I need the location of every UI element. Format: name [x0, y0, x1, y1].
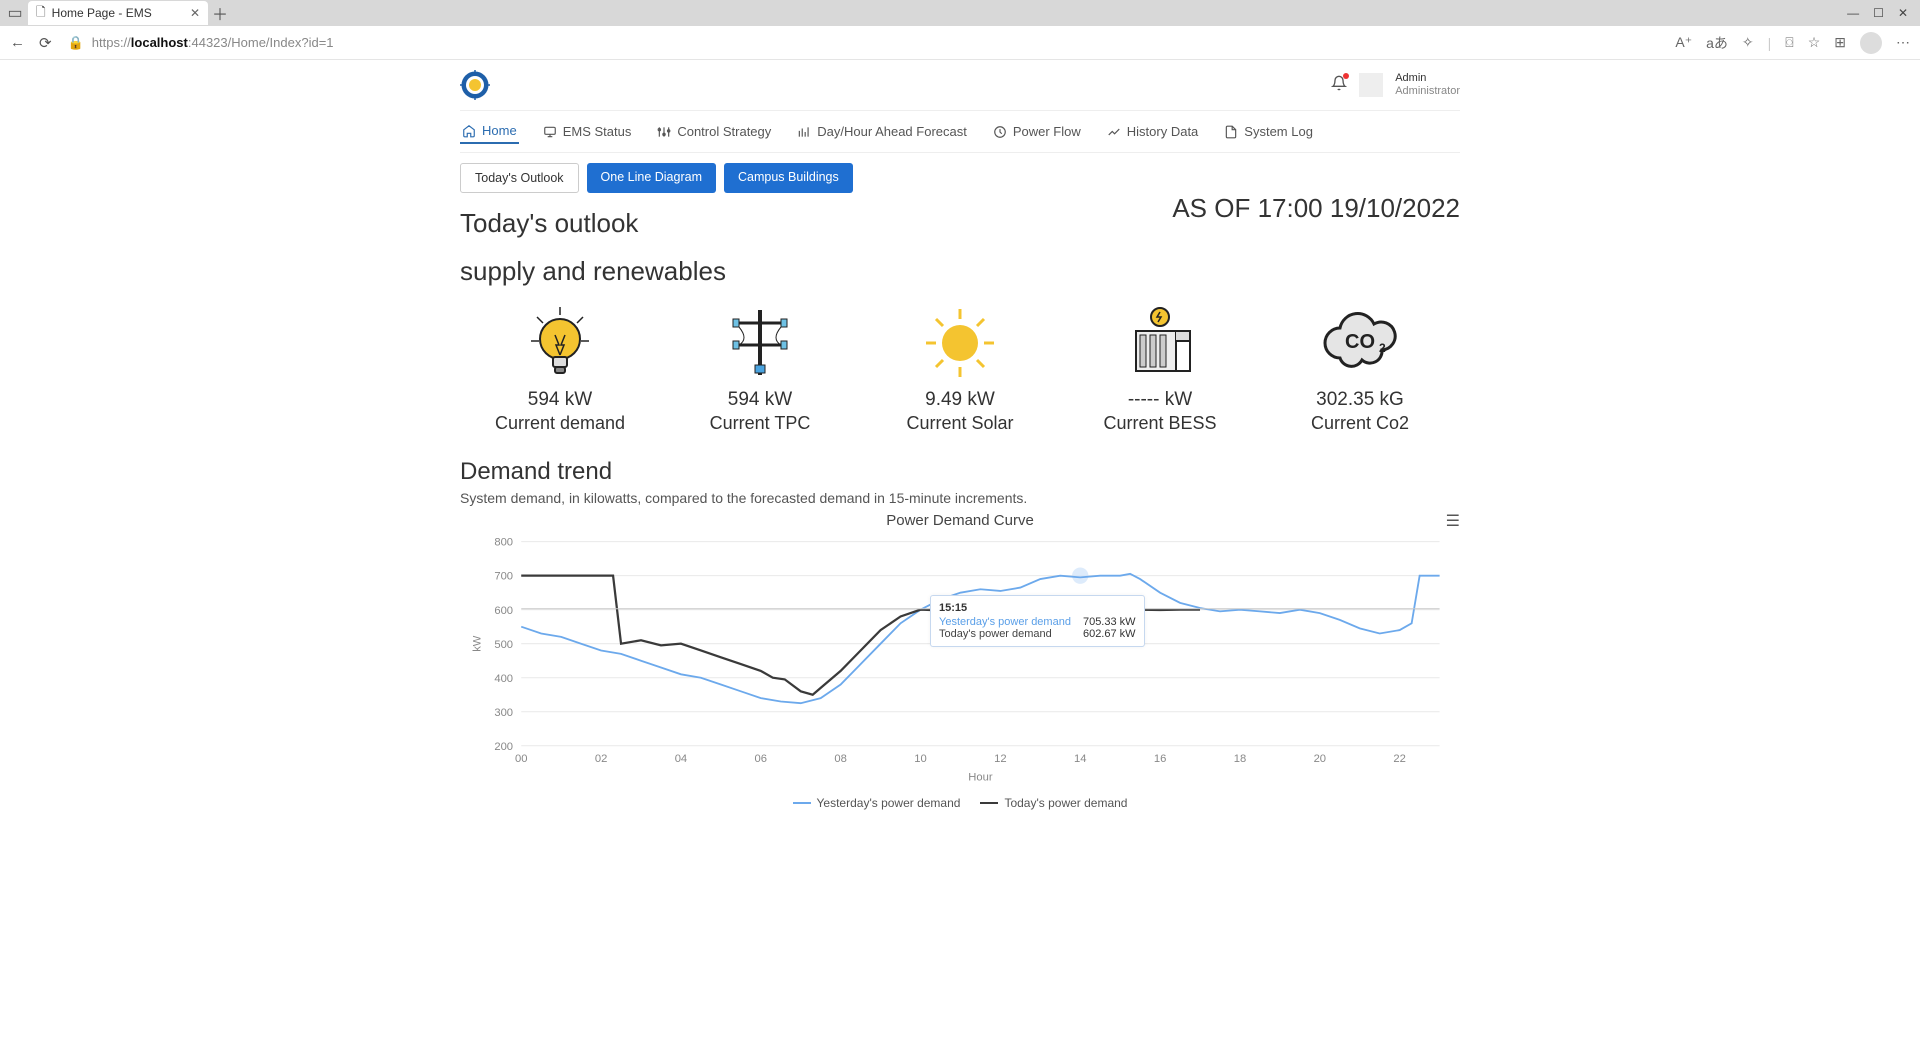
- svg-text:14: 14: [1074, 753, 1086, 765]
- chart-title: Power Demand Curve: [460, 512, 1460, 529]
- nav-power-flow[interactable]: Power Flow: [991, 119, 1083, 144]
- co2-icon: CO 2: [1270, 303, 1450, 383]
- pill-one-line-diagram[interactable]: One Line Diagram: [587, 163, 716, 193]
- svg-text:600: 600: [494, 604, 513, 616]
- home-icon: [462, 124, 476, 138]
- new-tab-button[interactable]: ＋: [208, 1, 232, 25]
- sun-icon: [870, 303, 1050, 383]
- tab-title: Home Page - EMS: [52, 6, 152, 20]
- page-icon: 🗋: [36, 3, 46, 24]
- tab-close-icon[interactable]: ✕: [190, 6, 200, 20]
- svg-text:04: 04: [675, 753, 687, 765]
- lock-icon: 🔒: [68, 35, 84, 51]
- svg-text:06: 06: [755, 753, 767, 765]
- window-maximize-icon[interactable]: ☐: [1873, 6, 1884, 20]
- pill-campus-buildings[interactable]: Campus Buildings: [724, 163, 853, 193]
- svg-text:CO: CO: [1345, 331, 1375, 353]
- user-info: Admin Administrator: [1395, 72, 1460, 98]
- notifications-icon[interactable]: [1331, 75, 1347, 96]
- svg-text:2: 2: [1379, 341, 1386, 355]
- favorites-icon[interactable]: ☆: [1808, 34, 1821, 51]
- flow-icon: [993, 125, 1007, 139]
- pill-today-s-outlook[interactable]: Today's Outlook: [460, 163, 579, 193]
- chart-menu-icon[interactable]: ☰: [1446, 511, 1460, 531]
- nav-home[interactable]: Home: [460, 119, 519, 144]
- nav-day-hour-ahead-forecast[interactable]: Day/Hour Ahead Forecast: [795, 119, 969, 144]
- svg-text:700: 700: [494, 570, 513, 582]
- demand-trend-subtitle: System demand, in kilowatts, compared to…: [460, 490, 1460, 506]
- battery-icon: [1070, 303, 1250, 383]
- window-close-icon[interactable]: ✕: [1898, 6, 1908, 20]
- svg-text:800: 800: [494, 536, 513, 548]
- tab-overview-icon[interactable]: ▭: [6, 4, 24, 22]
- metric-current-bess: ----- kWCurrent BESS: [1070, 303, 1250, 434]
- reader-icon[interactable]: ✧: [1742, 34, 1754, 51]
- demand-chart: 200 300 400 500 600 700 800 00 02 04 06 08 10 12 14 16 1…: [460, 529, 1460, 789]
- outlook-title-line2: supply and renewables: [460, 255, 726, 289]
- outlook-title-line1: Today's outlook: [460, 207, 726, 241]
- legend-yesterday[interactable]: Yesterday's power demand: [793, 796, 961, 810]
- as-of-timestamp: AS OF 17:00 19/10/2022: [1172, 193, 1460, 224]
- chart-tooltip: 15:15Yesterday's power demand705.33 kWTo…: [930, 595, 1145, 647]
- avatar[interactable]: [1359, 73, 1383, 97]
- svg-text:Hour: Hour: [968, 771, 993, 783]
- svg-text:200: 200: [494, 740, 513, 752]
- svg-text:kW: kW: [471, 635, 483, 652]
- nav-system-log[interactable]: System Log: [1222, 119, 1315, 144]
- svg-text:16: 16: [1154, 753, 1166, 765]
- browser-tab[interactable]: 🗋 Home Page - EMS ✕: [28, 1, 208, 25]
- nav-control-strategy[interactable]: Control Strategy: [655, 119, 773, 144]
- forecast-icon: [797, 125, 811, 139]
- nav-back-icon[interactable]: ←: [10, 34, 25, 52]
- nav-refresh-icon[interactable]: ⟳: [39, 34, 52, 52]
- more-icon[interactable]: ⋯: [1896, 34, 1910, 51]
- svg-text:00: 00: [515, 753, 527, 765]
- svg-text:400: 400: [494, 672, 513, 684]
- metric-current-demand: 594 kWCurrent demand: [470, 303, 650, 434]
- profile-icon[interactable]: [1860, 32, 1882, 54]
- url-field[interactable]: 🔒 https://localhost:44323/Home/Index?id=…: [62, 35, 1666, 51]
- svg-text:20: 20: [1314, 753, 1326, 765]
- app-logo: [460, 70, 490, 100]
- metric-current-tpc: 594 kWCurrent TPC: [670, 303, 850, 434]
- svg-text:10: 10: [914, 753, 926, 765]
- metric-current-co-: CO2302.35 kGCurrent Co2: [1270, 303, 1450, 434]
- metric-current-solar: 9.49 kWCurrent Solar: [870, 303, 1050, 434]
- nav-ems-status[interactable]: EMS Status: [541, 119, 634, 144]
- svg-text:08: 08: [834, 753, 846, 765]
- svg-text:300: 300: [494, 706, 513, 718]
- file-icon: [1224, 125, 1238, 139]
- browser-tab-strip: ▭ 🗋 Home Page - EMS ✕ ＋ — ☐ ✕: [0, 0, 1920, 26]
- nav-history-data[interactable]: History Data: [1105, 119, 1201, 144]
- monitor-icon: [543, 125, 557, 139]
- svg-text:18: 18: [1234, 753, 1246, 765]
- translate-icon[interactable]: aあ: [1706, 33, 1728, 53]
- address-bar: ← ⟳ 🔒 https://localhost:44323/Home/Index…: [0, 26, 1920, 60]
- legend-today[interactable]: Today's power demand: [980, 796, 1127, 810]
- svg-text:500: 500: [494, 638, 513, 650]
- extensions-icon[interactable]: ⌼: [1785, 34, 1793, 51]
- text-size-icon[interactable]: A⁺: [1675, 34, 1692, 51]
- window-minimize-icon[interactable]: —: [1847, 6, 1859, 20]
- tower-icon: [670, 303, 850, 383]
- sliders-icon: [657, 125, 671, 139]
- demand-trend-title: Demand trend: [460, 458, 1460, 486]
- chart-icon: [1107, 125, 1121, 139]
- bulb-icon: [470, 303, 650, 383]
- svg-text:02: 02: [595, 753, 607, 765]
- svg-text:22: 22: [1393, 753, 1405, 765]
- svg-text:12: 12: [994, 753, 1006, 765]
- collections-icon[interactable]: ⊞: [1834, 34, 1846, 51]
